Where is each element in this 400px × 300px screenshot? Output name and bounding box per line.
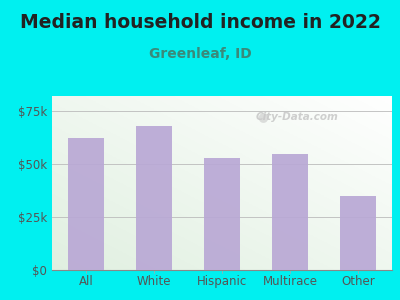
Bar [204,158,240,270]
Bar [272,154,308,270]
Text: Greenleaf, ID: Greenleaf, ID [149,46,251,61]
Text: Median household income in 2022: Median household income in 2022 [20,14,380,32]
Text: City-Data.com: City-Data.com [256,112,338,122]
Bar [68,138,104,270]
Text: ●: ● [257,110,268,123]
Bar [340,196,376,270]
Bar [136,126,172,270]
